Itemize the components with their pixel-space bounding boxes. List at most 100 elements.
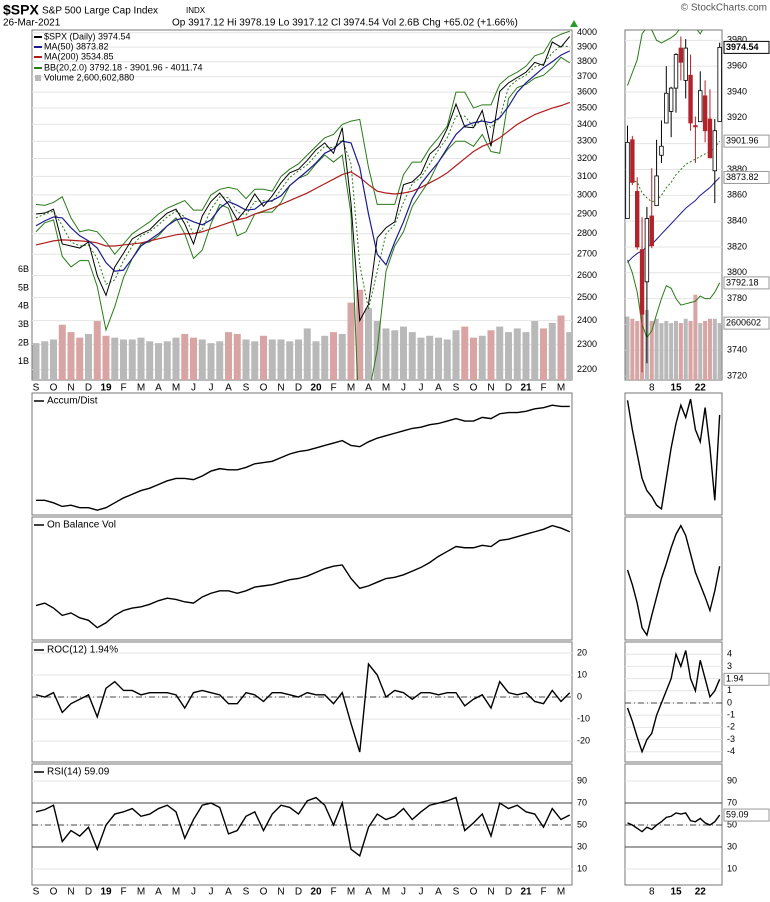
value-tag: 3974.54	[726, 42, 759, 52]
candle-body	[707, 118, 713, 159]
date: 26-Mar-2021	[3, 18, 61, 29]
volume-bar	[625, 316, 630, 380]
volume-bar	[163, 341, 171, 380]
candle-body	[668, 87, 674, 112]
indicator-line	[626, 524, 721, 637]
x-tick-label: 19	[100, 887, 112, 898]
panel-title: On Balance Vol	[47, 520, 116, 531]
volume-bar	[717, 323, 722, 380]
y-tick-label: 2200	[577, 364, 597, 374]
x-tick-label: S	[33, 383, 40, 394]
volume-bar	[190, 337, 197, 380]
x-tick-label: 22	[695, 383, 707, 394]
x-tick-label: M	[382, 887, 390, 898]
volume-bar	[540, 328, 547, 380]
y-tick-label: 70	[727, 797, 737, 807]
candle-body	[698, 90, 703, 123]
x-tick-label: F	[540, 383, 546, 394]
panel-title: RSI(14) 59.09	[47, 767, 110, 778]
y-tick-label: -2	[727, 722, 735, 732]
symbol: $SPX	[3, 2, 39, 18]
volume-bar	[58, 324, 66, 380]
value-tag: 1.94	[726, 674, 744, 684]
panel-frame	[31, 516, 573, 641]
volume-bar	[513, 328, 521, 380]
y-tick-label: -3	[727, 734, 735, 744]
x-tick-label: A	[155, 887, 162, 898]
volume-bar	[338, 333, 346, 380]
x-tick-label: S	[243, 383, 250, 394]
x-tick-label: D	[295, 887, 302, 898]
volume-tick-label: 2B	[18, 338, 29, 348]
y-tick-label: 3000	[577, 189, 597, 199]
x-tick-label: N	[487, 383, 494, 394]
volume-bar	[522, 332, 530, 380]
volume-bar	[678, 323, 683, 380]
volume-bar	[356, 289, 364, 380]
candle-body	[649, 215, 654, 247]
volume-bar	[531, 321, 539, 380]
volume-bar	[277, 339, 285, 380]
volume-bar	[654, 318, 659, 380]
volume-bar	[286, 341, 294, 380]
x-tick-label: A	[365, 887, 372, 898]
volume-bar	[712, 318, 717, 380]
x-tick-label: O	[470, 383, 478, 394]
index-name: S&P 500 Large Cap Index	[42, 6, 158, 17]
x-tick-label: J	[401, 887, 406, 898]
series-line	[35, 101, 570, 247]
value-tag-box	[723, 170, 770, 184]
value-tag-box	[723, 134, 770, 148]
y-tick-label: 3500	[577, 102, 597, 112]
candle-body	[717, 46, 722, 122]
x-tick-label: J	[401, 383, 406, 394]
x-tick-label: F	[120, 383, 126, 394]
volume-bar	[443, 339, 451, 380]
volume-bar	[408, 332, 416, 380]
candle-body	[644, 218, 650, 283]
volume-bar	[417, 337, 425, 380]
y-tick-label: 3820	[727, 241, 747, 251]
volume-bar	[128, 339, 136, 380]
x-tick-label: A	[365, 383, 372, 394]
x-tick-label: J	[209, 887, 214, 898]
bb-upper	[35, 30, 570, 256]
y-tick-label: 10	[727, 863, 737, 873]
volume-bar	[435, 337, 442, 380]
panel-frame	[624, 392, 723, 516]
indicator-line	[626, 398, 721, 511]
volume-bar	[67, 332, 75, 380]
x-tick-label: O	[50, 383, 58, 394]
volume-bar	[426, 335, 434, 380]
x-tick-label: S	[243, 887, 250, 898]
panel-frame	[624, 29, 723, 381]
volume-bar	[630, 318, 635, 380]
volume-tick-label: 4B	[18, 301, 29, 311]
volume-bar	[698, 323, 703, 380]
volume-bar	[461, 326, 469, 380]
y-tick-label: 3720	[727, 371, 747, 381]
volume-bar	[111, 337, 119, 380]
volume-tick-label: 1B	[18, 356, 29, 366]
value-tag-box	[723, 316, 770, 330]
x-tick-label: J	[419, 887, 424, 898]
panel-frame	[624, 763, 723, 886]
candle-body	[673, 54, 679, 89]
value-tag: 3901.96	[726, 135, 759, 145]
x-tick-label: O	[470, 887, 478, 898]
y-tick-label: 3960	[727, 61, 747, 71]
volume-bar	[32, 343, 40, 380]
volume-bar	[347, 302, 355, 380]
candle-body	[630, 139, 635, 183]
x-tick-label: 19	[100, 383, 112, 394]
y-tick-label: 3860	[727, 190, 747, 200]
x-tick-label: 8	[649, 383, 655, 394]
y-tick-label: 4	[727, 649, 732, 659]
series-line	[35, 50, 571, 272]
volume-bar	[251, 341, 259, 380]
volume-tick-label: 5B	[18, 282, 29, 292]
volume-bar	[548, 322, 556, 380]
y-tick-label: 3600	[577, 87, 597, 97]
y-tick-label: 2400	[577, 315, 597, 325]
panel-title: ROC(12) 1.94%	[47, 645, 118, 656]
